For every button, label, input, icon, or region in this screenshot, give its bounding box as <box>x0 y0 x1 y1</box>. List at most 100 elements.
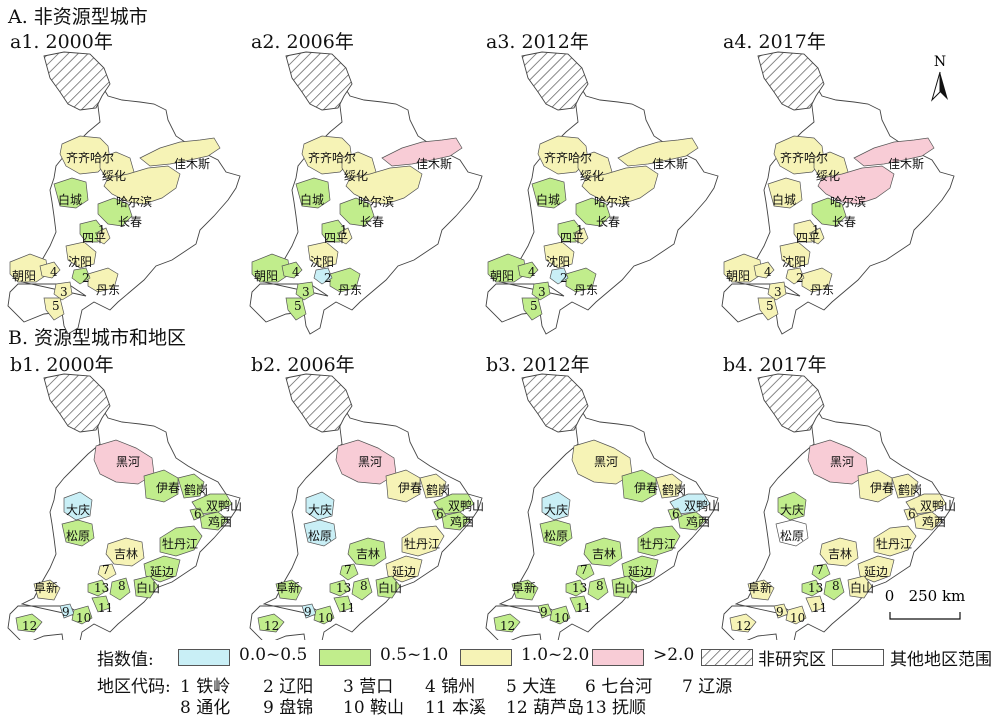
region-fuxin <box>275 579 303 601</box>
label-n8: 8 <box>360 579 368 593</box>
region-chaoyang <box>723 253 763 283</box>
region-outline <box>7 397 241 640</box>
legend-item-2: 1.0~2.0 <box>521 645 590 665</box>
legend-row-codes-1: 地区代码: 1 铁岭 2 辽阳 3 营口 4 锦州 5 大连 6 七台河 7 辽… <box>0 672 1000 702</box>
label-hegang: 鹤岗 <box>426 482 450 497</box>
non-study-area <box>43 51 111 111</box>
region-d2 <box>549 267 569 285</box>
region-changchun <box>811 197 847 227</box>
region-d3 <box>53 281 73 301</box>
north-arrow: N <box>930 54 948 102</box>
region-r10 <box>71 605 93 625</box>
label-n11: 11 <box>576 601 591 615</box>
panel-b1-title: b1. 2000年 <box>10 354 114 376</box>
region-r6 <box>189 507 205 521</box>
label-n1: 1 <box>98 223 106 237</box>
region-songyuan <box>303 519 337 547</box>
region-yanbian <box>857 555 895 583</box>
region-songyuan <box>775 519 809 547</box>
label-chaoyang: 朝阳 <box>254 269 278 283</box>
label-hegang: 鹤岗 <box>662 482 686 497</box>
label-yichun: 伊春 <box>398 481 422 495</box>
non-study-area <box>757 373 825 433</box>
label-harbin: 哈尔滨 <box>830 194 866 209</box>
label-n12: 12 <box>736 619 751 633</box>
label-shenyang: 沈阳 <box>68 254 92 269</box>
label-jilin: 吉林 <box>828 547 852 561</box>
region-r13 <box>329 579 351 597</box>
region-r12 <box>729 613 757 633</box>
label-n5: 5 <box>766 299 774 313</box>
label-suihua: 绥化 <box>816 169 840 183</box>
label-shuangyashan: 双鸭山 <box>684 499 720 513</box>
region-d5 <box>757 297 779 321</box>
region-r6 <box>431 507 447 521</box>
legend-swatch-1 <box>319 649 371 666</box>
region-d3 <box>531 281 551 301</box>
legend-code: 6 七台河 <box>585 677 653 697</box>
north-arrow-left <box>930 71 941 102</box>
legend-item-0: 0.0~0.5 <box>239 645 308 665</box>
label-yichun: 伊春 <box>870 481 894 495</box>
label-suihua: 绥化 <box>102 169 126 183</box>
region-harbin <box>345 165 423 205</box>
label-dandong: 丹东 <box>574 283 598 297</box>
label-n1: 1 <box>340 223 348 237</box>
label-yanbian: 延边 <box>864 565 888 579</box>
region-baishan <box>847 575 873 599</box>
label-jiamusi: 佳木斯 <box>174 157 210 171</box>
region-jilin <box>819 537 859 567</box>
label-mudanjiang: 牡丹江 <box>876 536 912 551</box>
label-n3: 3 <box>774 285 782 299</box>
label-qqhe: 齐齐哈尔 <box>66 150 114 165</box>
region-hegang <box>655 473 683 499</box>
label-mudanjiang: 牡丹江 <box>162 536 198 551</box>
label-n4: 4 <box>50 265 58 279</box>
legend-code: 1 铁岭 <box>180 677 231 697</box>
label-heihe: 黑河 <box>830 455 854 469</box>
region-daqing <box>63 491 93 521</box>
scale-label: 0 250 km <box>885 587 966 605</box>
label-baicheng: 白城 <box>772 192 796 207</box>
region-harbin <box>817 165 895 205</box>
region-r11 <box>805 595 825 613</box>
label-dandong: 丹东 <box>96 283 120 297</box>
region-r11 <box>569 595 589 613</box>
region-yanbian <box>143 555 181 583</box>
label-n4: 4 <box>292 265 300 279</box>
label-chaoyang: 朝阳 <box>490 269 514 283</box>
label-heihe: 黑河 <box>594 455 618 469</box>
label-fuxin: 阜新 <box>34 580 58 595</box>
region-fuxin <box>747 579 775 601</box>
label-changchun: 长春 <box>832 215 856 229</box>
label-n12: 12 <box>22 619 37 633</box>
label-n12: 12 <box>264 619 279 633</box>
label-songyuan: 松原 <box>66 529 90 543</box>
label-n2: 2 <box>82 271 90 285</box>
legend-code: 8 通化 <box>180 698 231 718</box>
region-mudanjiang <box>159 525 203 557</box>
region-shenyang <box>779 241 811 269</box>
legend-item-3: >2.0 <box>653 645 695 665</box>
label-yichun: 伊春 <box>156 481 180 495</box>
label-suihua: 绥化 <box>344 169 368 183</box>
region-yanbian <box>385 555 423 583</box>
region-mudanjiang <box>401 525 445 557</box>
label-suihua: 绥化 <box>580 169 604 183</box>
label-n6: 6 <box>908 507 916 521</box>
label-n5: 5 <box>294 299 302 313</box>
panel-b2-title: b2. 2006年 <box>251 354 355 376</box>
label-changchun: 长春 <box>360 215 384 229</box>
region-jiamusi <box>381 137 463 167</box>
legend-code: 7 辽源 <box>682 677 733 697</box>
region-jilin <box>105 537 145 567</box>
label-baicheng: 白城 <box>300 192 324 207</box>
region-r11 <box>333 595 353 613</box>
region-hegang <box>177 473 205 499</box>
region-r8 <box>109 577 131 601</box>
label-siping: 四平 <box>324 231 348 245</box>
region-jiamusi <box>617 137 699 167</box>
label-hegang: 鹤岗 <box>898 482 922 497</box>
label-n4: 4 <box>764 265 772 279</box>
